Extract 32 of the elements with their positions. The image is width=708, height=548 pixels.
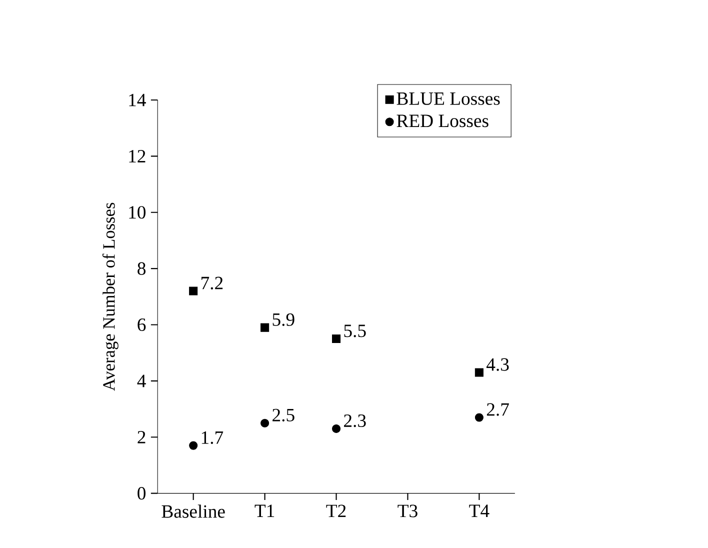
point (474, 413, 484, 422)
x-tick-label: T2 (326, 504, 346, 518)
point (332, 334, 341, 344)
data-label: 1.7 (202, 431, 224, 444)
point (189, 286, 198, 296)
y-tick-label: 2 (138, 430, 146, 444)
y-tick-label: 14 (129, 94, 146, 106)
point (260, 323, 270, 332)
y-tick-label: 12 (129, 150, 146, 162)
y-tick-label: 4 (137, 374, 146, 388)
y-tick-label: 6 (138, 318, 146, 332)
x-tick-label: T1 (254, 504, 274, 518)
point (189, 441, 198, 450)
point (474, 368, 484, 377)
x-tick-label: T4 (469, 504, 490, 517)
x-tick-label: T3 (398, 504, 418, 518)
point (260, 418, 270, 428)
x-tick-label: Baseline (162, 504, 225, 518)
point (332, 424, 341, 433)
legend-label: RED Losses (396, 114, 488, 128)
data-label: 2.3 (344, 414, 366, 428)
data-label: 7.2 (202, 276, 223, 290)
data-label: 5.9 (272, 313, 294, 326)
y-axis-title: Average Number of Losses (102, 202, 118, 391)
y-tick-label: 8 (138, 262, 146, 275)
data-label: 2.5 (272, 408, 294, 422)
data-label: 5.5 (344, 324, 366, 338)
data-label: 2.7 (486, 403, 509, 416)
y-tick-label: 0 (138, 487, 146, 500)
y-tick-label: 10 (129, 206, 146, 219)
data-label: 4.3 (486, 358, 509, 371)
legend-label: BLUE Losses (396, 92, 500, 105)
